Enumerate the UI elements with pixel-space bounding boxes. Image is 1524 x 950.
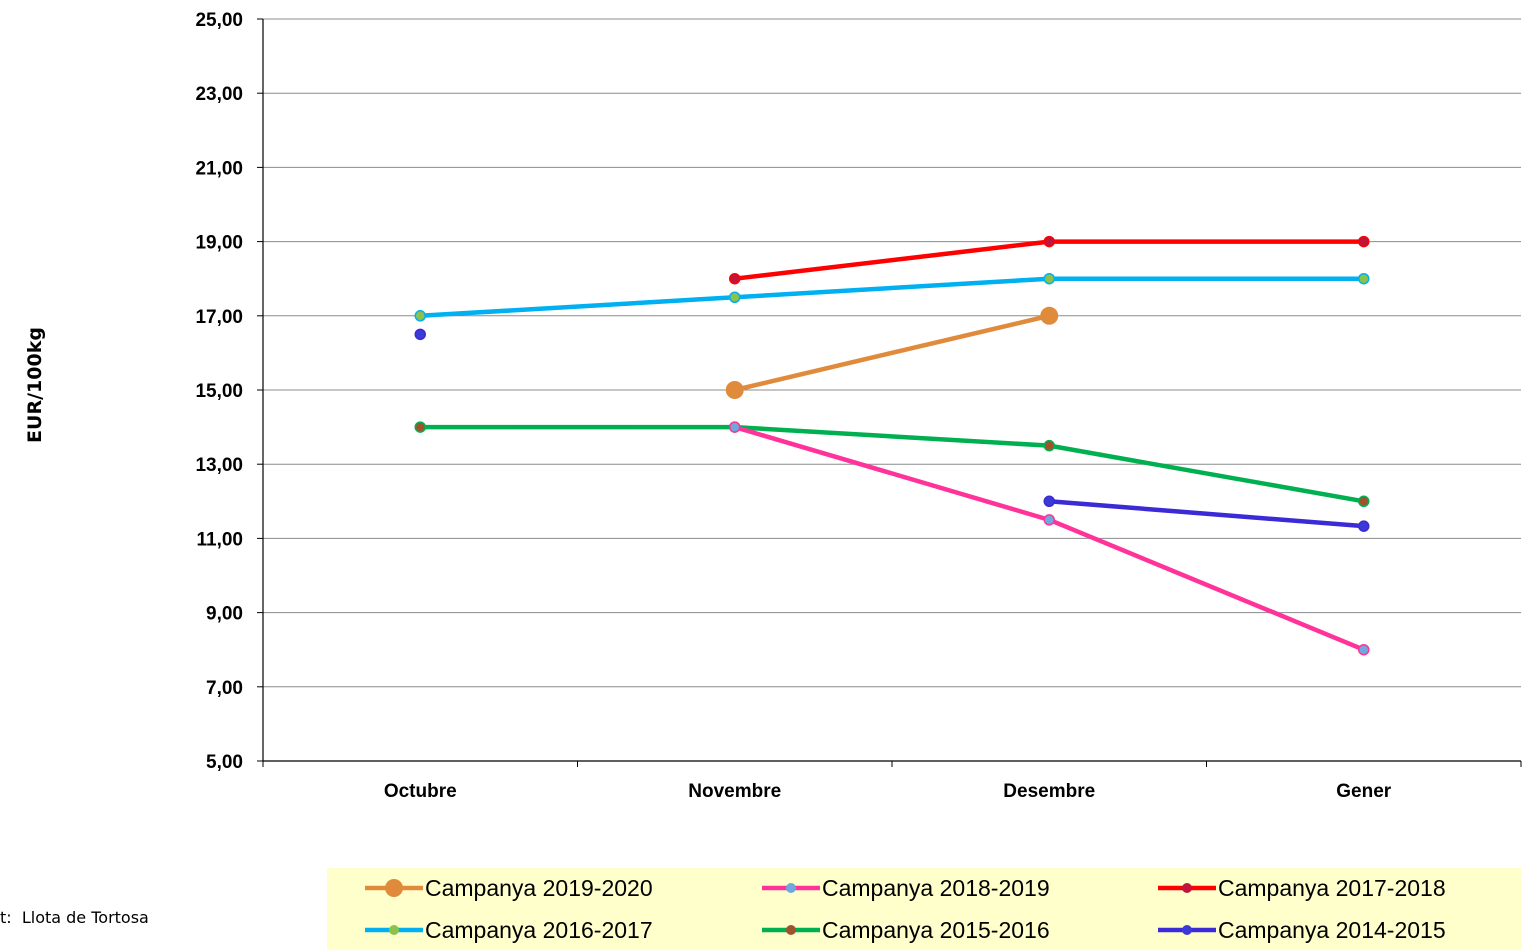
series-line-segment: [1047, 443, 1366, 504]
data-point: [1043, 514, 1055, 526]
data-point: [414, 328, 426, 341]
data-point: [1043, 235, 1055, 248]
legend-item: Campanya 2017-2018: [1156, 870, 1446, 906]
y-tick-label: 25,00: [195, 10, 243, 31]
legend-label: Campanya 2016-2017: [425, 916, 653, 943]
y-tick-label: 7,00: [206, 678, 243, 699]
y-tick-label: 17,00: [195, 307, 243, 328]
y-axis-label: EUR/100kg: [24, 327, 46, 443]
x-axis-ticks: Octubre Novembre Desembre Gener: [262, 761, 1522, 802]
data-point: [1358, 272, 1370, 285]
legend-swatch: [762, 883, 820, 893]
series-line-segment: [1047, 517, 1366, 652]
y-tick-label: 19,00: [195, 233, 243, 254]
y-tick-label: 15,00: [195, 381, 243, 402]
data-point: [414, 421, 426, 433]
legend-label: Campanya 2018-2019: [822, 874, 1050, 901]
series-line-segment: [418, 295, 737, 319]
data-point: [1040, 306, 1059, 325]
legend-swatch: [1158, 925, 1216, 935]
y-tick-label: 21,00: [195, 158, 243, 179]
x-tick-label: Octubre: [384, 781, 457, 802]
data-point: [1043, 272, 1055, 285]
series-line-segment: [732, 424, 1052, 523]
data-point: [1043, 495, 1055, 508]
data-point: [725, 381, 744, 399]
legend-swatch: [365, 925, 423, 935]
data-point: [729, 421, 741, 433]
y-tick-label: 23,00: [195, 84, 243, 105]
series-lines: [418, 239, 1366, 652]
series-points: [414, 235, 1370, 656]
series-line-segment: [732, 276, 1052, 300]
series-line-segment: [732, 313, 1052, 393]
legend-label: Campanya 2014-2015: [1218, 916, 1446, 943]
series-line-segment: [732, 424, 1052, 448]
series-line-segment: [1047, 499, 1366, 529]
y-tick-label: 13,00: [195, 455, 243, 476]
x-tick-label: Gener: [1336, 781, 1392, 802]
legend-item: Campanya 2018-2019: [760, 870, 1050, 906]
y-tick-label: 11,00: [197, 529, 244, 550]
legend-item: Campanya 2019-2020: [363, 870, 653, 906]
data-point: [1358, 520, 1370, 532]
data-point: [1358, 235, 1370, 248]
gridlines: [263, 18, 1521, 688]
legend-swatch: [365, 879, 423, 897]
legend-label: Campanya 2019-2020: [425, 874, 653, 901]
legend-label: Campanya 2015-2016: [822, 916, 1050, 943]
data-point: [1358, 643, 1370, 656]
source-note: t: Llota de Tortosa: [0, 908, 149, 927]
legend-item: Campanya 2015-2016: [760, 912, 1050, 948]
legend-swatch: [1158, 883, 1216, 893]
legend-item: Campanya 2014-2015: [1156, 912, 1446, 948]
x-tick-label: Desembre: [1003, 781, 1095, 802]
y-tick-label: 9,00: [206, 604, 243, 625]
data-point: [729, 272, 741, 285]
x-tick-label: Novembre: [688, 781, 781, 802]
data-point: [729, 291, 741, 303]
legend-item: Campanya 2016-2017: [363, 912, 653, 948]
y-tick-label: 5,00: [206, 752, 243, 773]
legend-swatch: [762, 925, 820, 935]
series-line-segment: [732, 239, 1052, 281]
data-point: [1043, 439, 1055, 452]
y-axis-ticks: 5,00 7,00 9,00 11,00 13,00 15,00 17,00 19,00 21,…: [195, 10, 263, 773]
legend: Campanya 2019-2020 Campanya 2018-2019 Camp…: [327, 868, 1521, 950]
legend-label: Campanya 2017-2018: [1218, 874, 1446, 901]
data-point: [1358, 495, 1370, 508]
data-point: [414, 310, 426, 322]
